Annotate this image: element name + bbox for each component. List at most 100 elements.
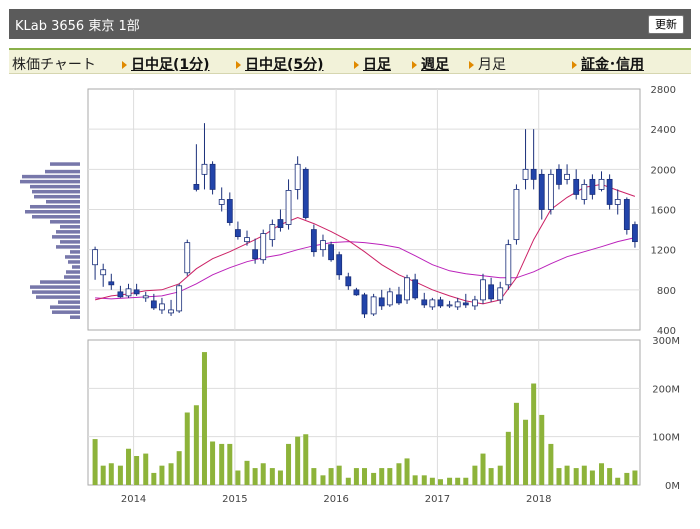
volume-bar: [176, 451, 182, 485]
candle-body: [598, 178, 605, 190]
candle-body: [538, 173, 545, 210]
volume-bar: [488, 468, 494, 485]
volume-tick-label: 300M: [652, 336, 680, 347]
volume-bar: [295, 436, 301, 485]
volume-bar: [455, 477, 461, 485]
candle-body: [462, 302, 469, 306]
refresh-button[interactable]: 更新: [648, 15, 684, 34]
tab-weekly[interactable]: 週足: [412, 54, 449, 74]
candle-body: [117, 291, 124, 298]
volume-bar: [556, 468, 562, 485]
tab-daily[interactable]: 日足: [354, 54, 391, 74]
candle-body: [488, 284, 495, 300]
candle-body: [328, 244, 334, 261]
candle-body: [184, 242, 191, 274]
price-tick-label: 2400: [651, 125, 676, 136]
volume-profile-bar: [32, 215, 80, 219]
volume-bar: [244, 460, 250, 485]
volume-bar: [412, 475, 418, 485]
volume-profile-bar: [32, 290, 80, 294]
candle-body: [244, 237, 250, 243]
volume-profile-bar: [72, 265, 80, 269]
volume-profile-bar: [40, 280, 80, 284]
volume-profile-bar: [45, 169, 80, 174]
volume-profile-bar: [58, 300, 80, 304]
volume-bar: [371, 472, 377, 485]
volume-bar: [581, 465, 587, 485]
volume-bar: [362, 468, 368, 485]
price-tick-label: 2800: [651, 85, 676, 96]
volume-bar: [539, 414, 545, 485]
chart-header: KLab 3656 東京 1部 更新: [9, 9, 691, 39]
volume-profile-bar: [70, 315, 80, 319]
candle-body: [404, 277, 410, 301]
volume-bar: [134, 456, 140, 485]
volume-bar: [336, 465, 342, 485]
candle-body: [547, 173, 554, 210]
candle-body: [201, 163, 208, 175]
volume-profile-bar: [52, 235, 80, 239]
price-tick-label: 2000: [651, 165, 676, 176]
year-tick-label: 2018: [526, 494, 551, 505]
volume-profile-bar: [30, 184, 80, 189]
volume-bar: [463, 477, 469, 485]
candle-body: [310, 229, 317, 253]
stock-title: KLab 3656 東京 1部: [15, 19, 140, 34]
price-tick-label: 800: [657, 286, 676, 297]
volume-bar: [437, 479, 443, 485]
volume-profile-bar: [60, 240, 80, 244]
volume-profile-bar: [50, 305, 80, 309]
volume-bar: [497, 465, 503, 485]
tab-monthly: 月足: [469, 54, 506, 74]
volume-bar: [143, 453, 149, 485]
volume-bar: [396, 463, 402, 485]
volume-bar: [100, 465, 106, 485]
volume-bar: [92, 439, 98, 485]
tab-intraday-5min[interactable]: 日中足(5分): [236, 54, 324, 74]
volume-bar: [201, 352, 207, 485]
volume-bar: [564, 465, 570, 485]
tab-margin-credit[interactable]: 証金･信用: [572, 54, 644, 74]
volume-bar: [277, 470, 283, 485]
volume-profile-bar: [66, 270, 80, 274]
candle-body: [193, 183, 200, 190]
ma-short-line: [94, 183, 636, 305]
volume-profile-bar: [30, 285, 80, 289]
volume-bar: [632, 470, 638, 485]
volume-bar: [531, 383, 537, 485]
tab-stock-chart: 株価チャート: [12, 57, 96, 73]
volume-bar: [573, 468, 579, 485]
candle-body: [209, 163, 216, 190]
candle-body: [530, 168, 537, 180]
volume-bar: [480, 453, 486, 485]
tab-intraday-1min[interactable]: 日中足(1分): [122, 54, 210, 74]
volume-bar: [589, 470, 595, 485]
volume-bar: [447, 477, 453, 485]
volume-tick-label: 0M: [665, 481, 680, 492]
candle-body: [412, 279, 419, 299]
candle-body: [150, 300, 157, 309]
ma-long-line: [95, 237, 636, 300]
year-tick-label: 2014: [121, 494, 146, 505]
volume-profile-bar: [64, 275, 80, 279]
candle-body: [100, 269, 107, 276]
candle-body: [556, 168, 562, 185]
volume-bar: [303, 434, 309, 485]
candle-body: [497, 287, 504, 301]
volume-profile-bar: [56, 245, 80, 249]
candle-body: [269, 224, 276, 241]
arrow-icon: [354, 61, 359, 69]
volume-profile-bar: [34, 194, 80, 199]
volume-profile-bar: [25, 210, 80, 214]
volume-bar: [615, 477, 621, 485]
price-tick-label: 1600: [651, 206, 676, 217]
volume-bar: [210, 441, 216, 485]
candle-body: [386, 291, 393, 306]
volume-profile-bar: [52, 310, 80, 314]
candle-body: [421, 299, 428, 306]
volume-bar: [252, 468, 258, 485]
candle-body: [437, 299, 444, 307]
candle-body: [133, 289, 140, 295]
candle-body: [285, 190, 292, 225]
